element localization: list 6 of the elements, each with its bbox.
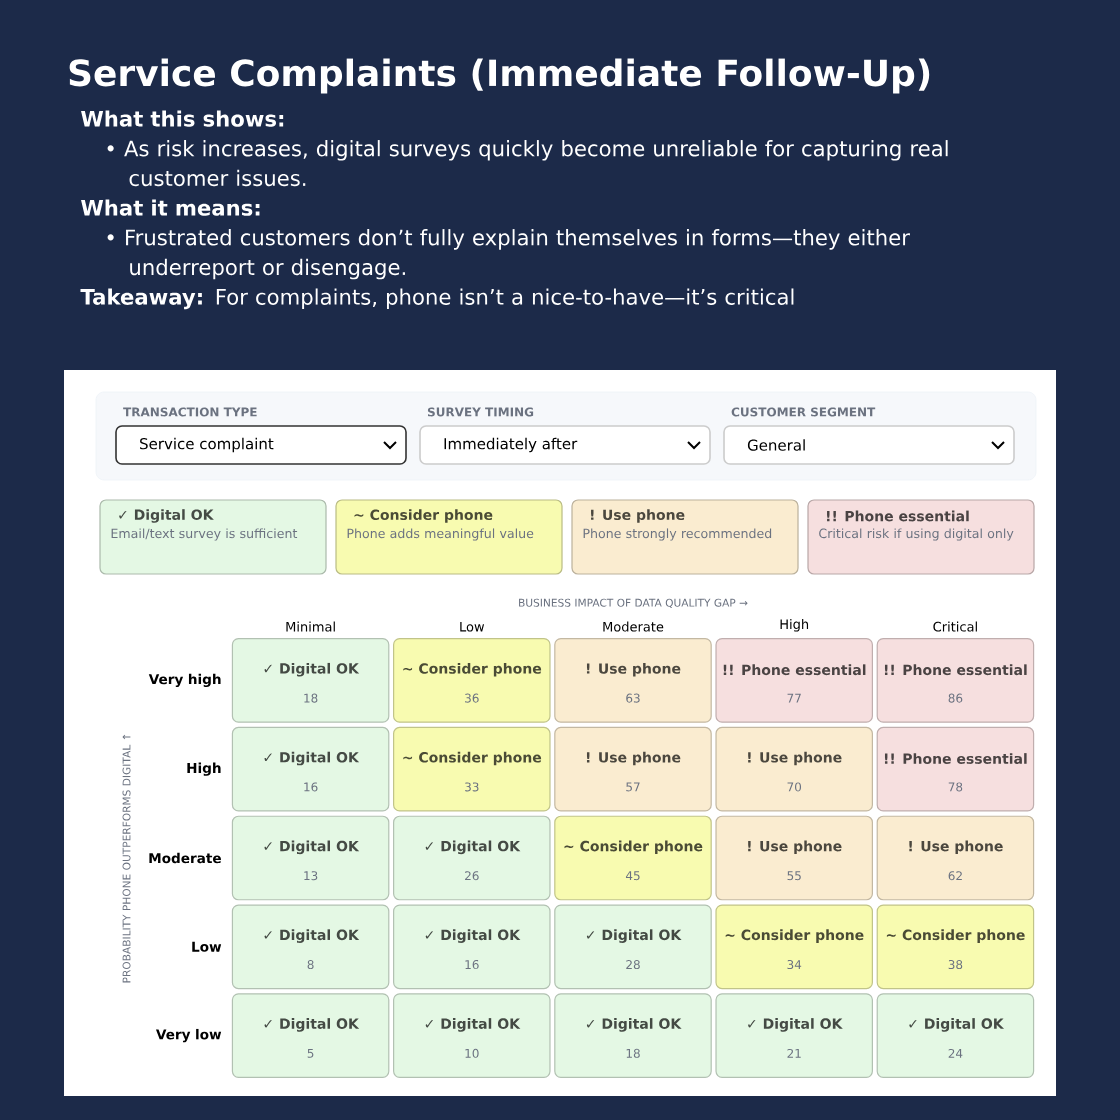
text: What it means: bbox=[81, 199, 260, 216]
text: • As risk increases, digital surveys quickly become unreliable for capturing real customer issues. bbox=[107, 140, 948, 187]
text: Takeaway: For complaints, phone isn’t a nice-to-have—it’s critical bbox=[80, 288, 794, 310]
text: What this shows: bbox=[81, 110, 284, 127]
chart-title: Service Complaints (Immediate Follow-Up) bbox=[69, 58, 930, 94]
text: • Frustrated customers don’t fully explain themselves in forms—they either underreport or disengage. bbox=[107, 229, 910, 280]
